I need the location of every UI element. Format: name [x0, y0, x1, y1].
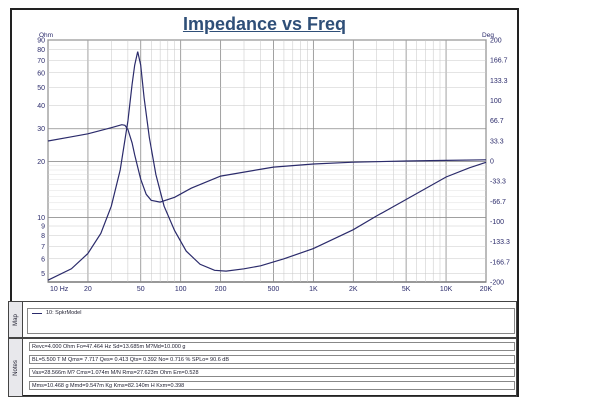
y-right-tick-label: 0 [490, 159, 494, 166]
y-right-tick-label: 133.3 [490, 78, 508, 85]
legend-swatch [32, 313, 42, 314]
y-left-tick-label: 10 [37, 215, 45, 222]
chart-title: Impedance vs Freq [182, 14, 347, 34]
x-tick-label: 50 [137, 286, 145, 293]
y-left-tick-label: 50 [37, 85, 45, 92]
x-tick-label: 10K [440, 286, 453, 293]
x-tick-label: 2K [349, 286, 358, 293]
x-tick-label: 200 [215, 286, 227, 293]
y-right-tick-label: 166.7 [490, 58, 508, 65]
phase-curve [47, 124, 487, 203]
y-left-tick-label: 70 [37, 58, 45, 65]
y-left-tick-label: 8 [41, 233, 45, 240]
notes-side-label: Notes [12, 359, 19, 376]
notes-line: BL=5.500 T M Qms= 7.717 Qes= 0.413 Qts= … [29, 355, 515, 364]
x-tick-label: 10 Hz [50, 286, 69, 293]
y-right-tick-label: 33.3 [490, 138, 504, 145]
y-left-tick-label: 90 [37, 38, 45, 45]
y-left-tick-label: 60 [37, 70, 45, 77]
map-side-label: Map [12, 313, 19, 326]
x-tick-label: 500 [268, 286, 280, 293]
y-left-tick-label: 40 [37, 103, 45, 110]
y-left-tick-label: 9 [41, 224, 45, 231]
x-tick-label: 1K [309, 286, 318, 293]
y-right-tick-label: -33.3 [490, 179, 506, 186]
notes-side-tab: Notes [9, 339, 23, 396]
impedance-curve [47, 51, 487, 281]
y-left-tick-label: 30 [37, 126, 45, 133]
y-left-tick-label: 5 [41, 271, 45, 278]
plot-area: 90807060504030201098765Ohm200166.7133.31… [37, 32, 510, 293]
notes-line: Revc=4.000 Ohm Fo=47.464 Hz Sd=13.685m M… [29, 342, 515, 351]
x-tick-label: 100 [175, 286, 187, 293]
y-right-tick-label: -133.3 [490, 239, 510, 246]
y-left-tick-label: 20 [37, 159, 45, 166]
y-left-unit-label: Ohm [39, 32, 53, 39]
x-tick-label: 20 [84, 286, 92, 293]
y-right-tick-label: -100 [490, 219, 504, 226]
notes-line: Vas=28.566m M? Cms=1.074m M/N Rms=27.623… [29, 368, 515, 377]
y-right-tick-label: -166.7 [490, 259, 510, 266]
y-right-tick-label: -200 [490, 280, 504, 287]
map-panel: Map 10: SpkrModel [8, 301, 517, 338]
y-left-tick-label: 6 [41, 256, 45, 263]
notes-panel: Notes Revc=4.000 Ohm Fo=47.464 Hz Sd=13.… [8, 338, 517, 397]
legend-label: 10: SpkrModel [46, 310, 82, 316]
y-left-tick-label: 80 [37, 47, 45, 54]
notes-line: Mms=10.468 g Mmd=9.547m Kg Kms=82.140m H… [29, 381, 515, 390]
map-side-tab: Map [9, 302, 23, 337]
y-right-unit-label: Deg [482, 32, 494, 39]
y-right-tick-label: 66.7 [490, 118, 504, 125]
y-left-tick-label: 7 [41, 244, 45, 251]
x-tick-label: 5K [402, 286, 411, 293]
legend: 10: SpkrModel [27, 308, 515, 334]
y-right-tick-label: -66.7 [490, 199, 506, 206]
y-right-tick-label: 200 [490, 38, 502, 45]
y-right-tick-label: 100 [490, 98, 502, 105]
x-tick-label: 20K [480, 286, 493, 293]
